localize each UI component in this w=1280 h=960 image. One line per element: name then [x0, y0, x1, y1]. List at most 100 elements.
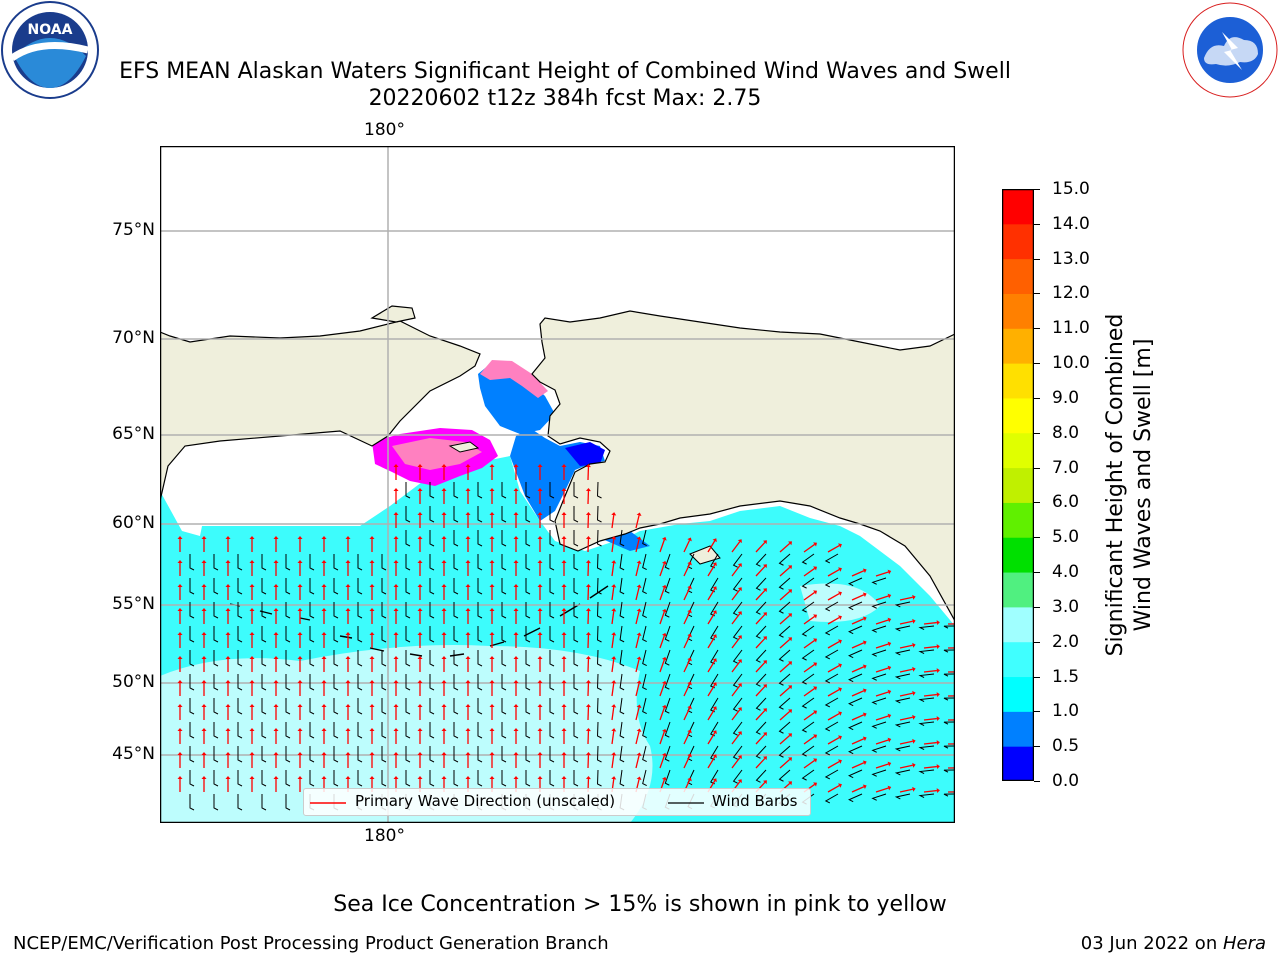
wave-direction-arrowhead	[585, 536, 591, 540]
colorbar-tick-mark	[1034, 537, 1040, 539]
wave-direction-arrowhead	[763, 612, 767, 617]
sea-ice-pink	[480, 360, 548, 398]
colorbar-tick-mark	[1034, 676, 1040, 678]
wave-direction-arrowhead	[661, 656, 667, 661]
wave-direction-arrow	[923, 645, 937, 649]
wind-barb	[597, 673, 602, 691]
wave-direction-arrowhead	[661, 704, 667, 709]
wave-direction-arrowhead	[441, 704, 447, 707]
wave-direction-arrowhead	[201, 632, 207, 635]
wave-direction-legend-line	[310, 802, 346, 804]
wave-direction-arrowhead	[513, 488, 519, 491]
wave-direction-arrow	[659, 635, 665, 649]
wind-barb	[597, 481, 602, 499]
wave-direction-arrowhead	[912, 714, 916, 720]
wind-barb	[894, 793, 911, 800]
wave-direction-arrowhead	[297, 608, 303, 611]
wave-direction-arrow	[779, 710, 791, 721]
wave-direction-arrow	[923, 741, 937, 745]
wind-barb	[619, 529, 625, 547]
wave-direction-arrowhead	[465, 704, 471, 707]
wave-direction-arrowhead	[838, 663, 842, 668]
wind-barb	[525, 746, 531, 763]
wind-barb	[597, 553, 602, 571]
wind-barb	[405, 650, 411, 667]
wave-direction-arrowhead	[611, 728, 617, 732]
wave-direction-arrowhead	[887, 785, 892, 791]
wave-direction-arrowhead	[249, 632, 255, 635]
wave-direction-arrow	[611, 611, 615, 625]
wave-direction-arrowhead	[177, 584, 183, 587]
wind-barb	[732, 721, 743, 736]
wind-barb	[333, 722, 339, 739]
wind-barb	[357, 602, 363, 619]
wind-barb	[871, 721, 887, 729]
wave-direction-arrowhead	[225, 560, 231, 563]
wave-direction-arrowhead	[297, 632, 303, 635]
wind-barb	[453, 650, 459, 667]
wind-barb	[213, 578, 219, 595]
wave-direction-arrowhead	[225, 536, 231, 539]
noaa-logo-name: NOAA	[28, 22, 73, 38]
wave-direction-arrowhead	[862, 688, 867, 694]
wave-direction-arrow	[875, 715, 889, 721]
wind-barb	[943, 625, 955, 629]
wind-barb	[573, 746, 579, 763]
wave-direction-arrowhead	[225, 776, 231, 779]
wave-direction-arrowhead	[661, 584, 667, 589]
wave-direction-arrowhead	[201, 776, 207, 779]
wind-barb	[501, 674, 507, 691]
wave-direction-arrowhead	[788, 709, 793, 714]
wave-direction-arrowhead	[369, 608, 375, 611]
wave-direction-arrowhead	[611, 584, 617, 588]
wind-barb	[732, 673, 743, 688]
wind-barb	[597, 745, 602, 763]
noaa-logo: NOAA	[1, 1, 99, 99]
wind-barb	[778, 553, 791, 566]
wind-barb	[405, 746, 411, 763]
wave-direction-arrow	[755, 662, 766, 673]
wave-direction-arrow	[827, 544, 840, 553]
wave-direction-arrow	[635, 707, 640, 721]
wind-barb	[732, 769, 743, 784]
wind-barb	[237, 650, 243, 667]
wind-barb	[549, 770, 555, 787]
wind-barb	[285, 794, 291, 811]
wind-barb	[801, 697, 815, 709]
wave-direction-arrowhead	[369, 752, 375, 755]
wave-direction-arrowhead	[712, 634, 717, 639]
wave-direction-arrow	[731, 565, 741, 577]
wave-direction-arrow	[755, 614, 766, 625]
wave-direction-arrowhead	[712, 658, 717, 663]
wind-barb	[429, 554, 435, 571]
wind-barb	[189, 698, 195, 715]
wind-barb	[848, 625, 863, 635]
wave-direction-arrowhead	[585, 704, 591, 708]
wind-barb	[871, 745, 887, 753]
wind-barb	[261, 746, 267, 763]
wind-barb	[237, 602, 243, 619]
wave-direction-arrowhead	[345, 776, 351, 779]
wind-barb	[824, 769, 839, 780]
footer-date: 03 Jun 2022 on Hera	[1081, 933, 1266, 954]
wind-barb	[824, 601, 839, 612]
wave-direction-arrowhead	[489, 512, 495, 515]
wind-barb	[642, 769, 647, 787]
wind-barb	[664, 697, 671, 714]
wave-direction-arrowhead	[712, 778, 717, 783]
wave-direction-arrowhead	[813, 710, 818, 715]
wave-direction-arrow	[851, 594, 865, 601]
wind-barb	[525, 482, 531, 499]
wave-direction-arrowhead	[201, 560, 207, 563]
wind-barb	[778, 601, 791, 614]
wave-direction-arrowhead	[273, 560, 279, 563]
wind-barb	[381, 554, 387, 571]
colorbar	[1002, 189, 1034, 781]
wind-barb	[309, 554, 315, 571]
wave-direction-arrowhead	[465, 512, 471, 515]
wave-direction-arrowhead	[687, 681, 692, 686]
wave-direction-arrow	[899, 716, 913, 721]
colorbar-segment	[1002, 467, 1034, 503]
wave-direction-arrow	[683, 635, 691, 649]
colorbar-tick-mark	[1034, 781, 1040, 782]
